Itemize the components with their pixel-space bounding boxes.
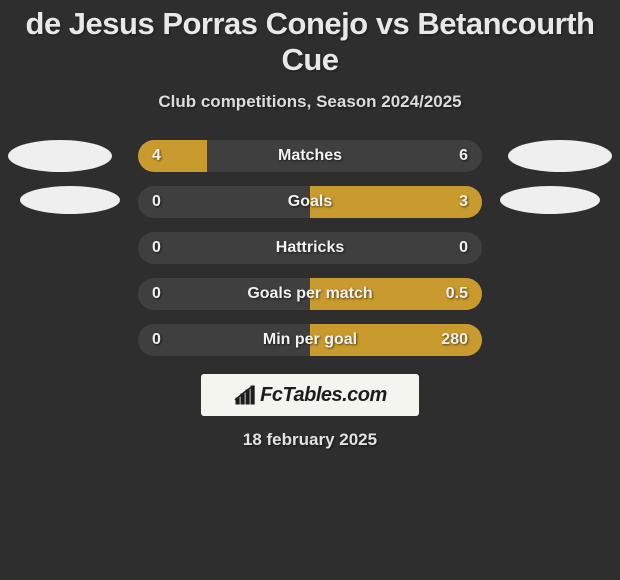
date-text: 18 february 2025 xyxy=(0,430,620,450)
comparison-infographic: de Jesus Porras Conejo vs Betancourth Cu… xyxy=(0,0,620,580)
stat-value-left: 0 xyxy=(152,193,161,211)
subtitle: Club competitions, Season 2024/2025 xyxy=(0,92,620,112)
brand-box: FcTables.com xyxy=(201,374,419,416)
bar-chart-icon xyxy=(233,384,257,406)
stat-value-right: 0.5 xyxy=(446,285,468,303)
stat-value-right: 3 xyxy=(459,193,468,211)
stat-value-left: 0 xyxy=(152,239,161,257)
stat-label: Hattricks xyxy=(276,239,344,257)
stat-row: 0 3 Goals xyxy=(0,186,620,218)
stat-value-left: 0 xyxy=(152,331,161,349)
stat-label: Matches xyxy=(278,147,342,165)
stat-value-right: 280 xyxy=(441,331,468,349)
stat-row: 0 0 Hattricks xyxy=(0,232,620,264)
stat-bar-track: 0 0.5 Goals per match xyxy=(138,278,482,310)
stat-row: 0 0.5 Goals per match xyxy=(0,278,620,310)
stat-value-right: 0 xyxy=(459,239,468,257)
stat-bar-track: 0 3 Goals xyxy=(138,186,482,218)
stat-bar-track: 0 0 Hattricks xyxy=(138,232,482,264)
stat-label: Min per goal xyxy=(263,331,357,349)
stat-bar-track: 4 6 Matches xyxy=(138,140,482,172)
stat-value-right: 6 xyxy=(459,147,468,165)
chart-area: 4 6 Matches 0 3 Goals 0 0 Hattricks 0 0.5 Goals per… xyxy=(0,140,620,356)
stat-value-left: 4 xyxy=(152,147,161,165)
stat-bar-fill-left xyxy=(138,140,207,172)
stat-bar-fill-right xyxy=(310,186,482,218)
stat-label: Goals per match xyxy=(247,285,372,303)
stat-label: Goals xyxy=(288,193,332,211)
stat-bar-track: 0 280 Min per goal xyxy=(138,324,482,356)
stat-row: 4 6 Matches xyxy=(0,140,620,172)
stat-row: 0 280 Min per goal xyxy=(0,324,620,356)
page-title: de Jesus Porras Conejo vs Betancourth Cu… xyxy=(0,0,620,78)
brand-text: FcTables.com xyxy=(260,384,387,407)
stat-value-left: 0 xyxy=(152,285,161,303)
